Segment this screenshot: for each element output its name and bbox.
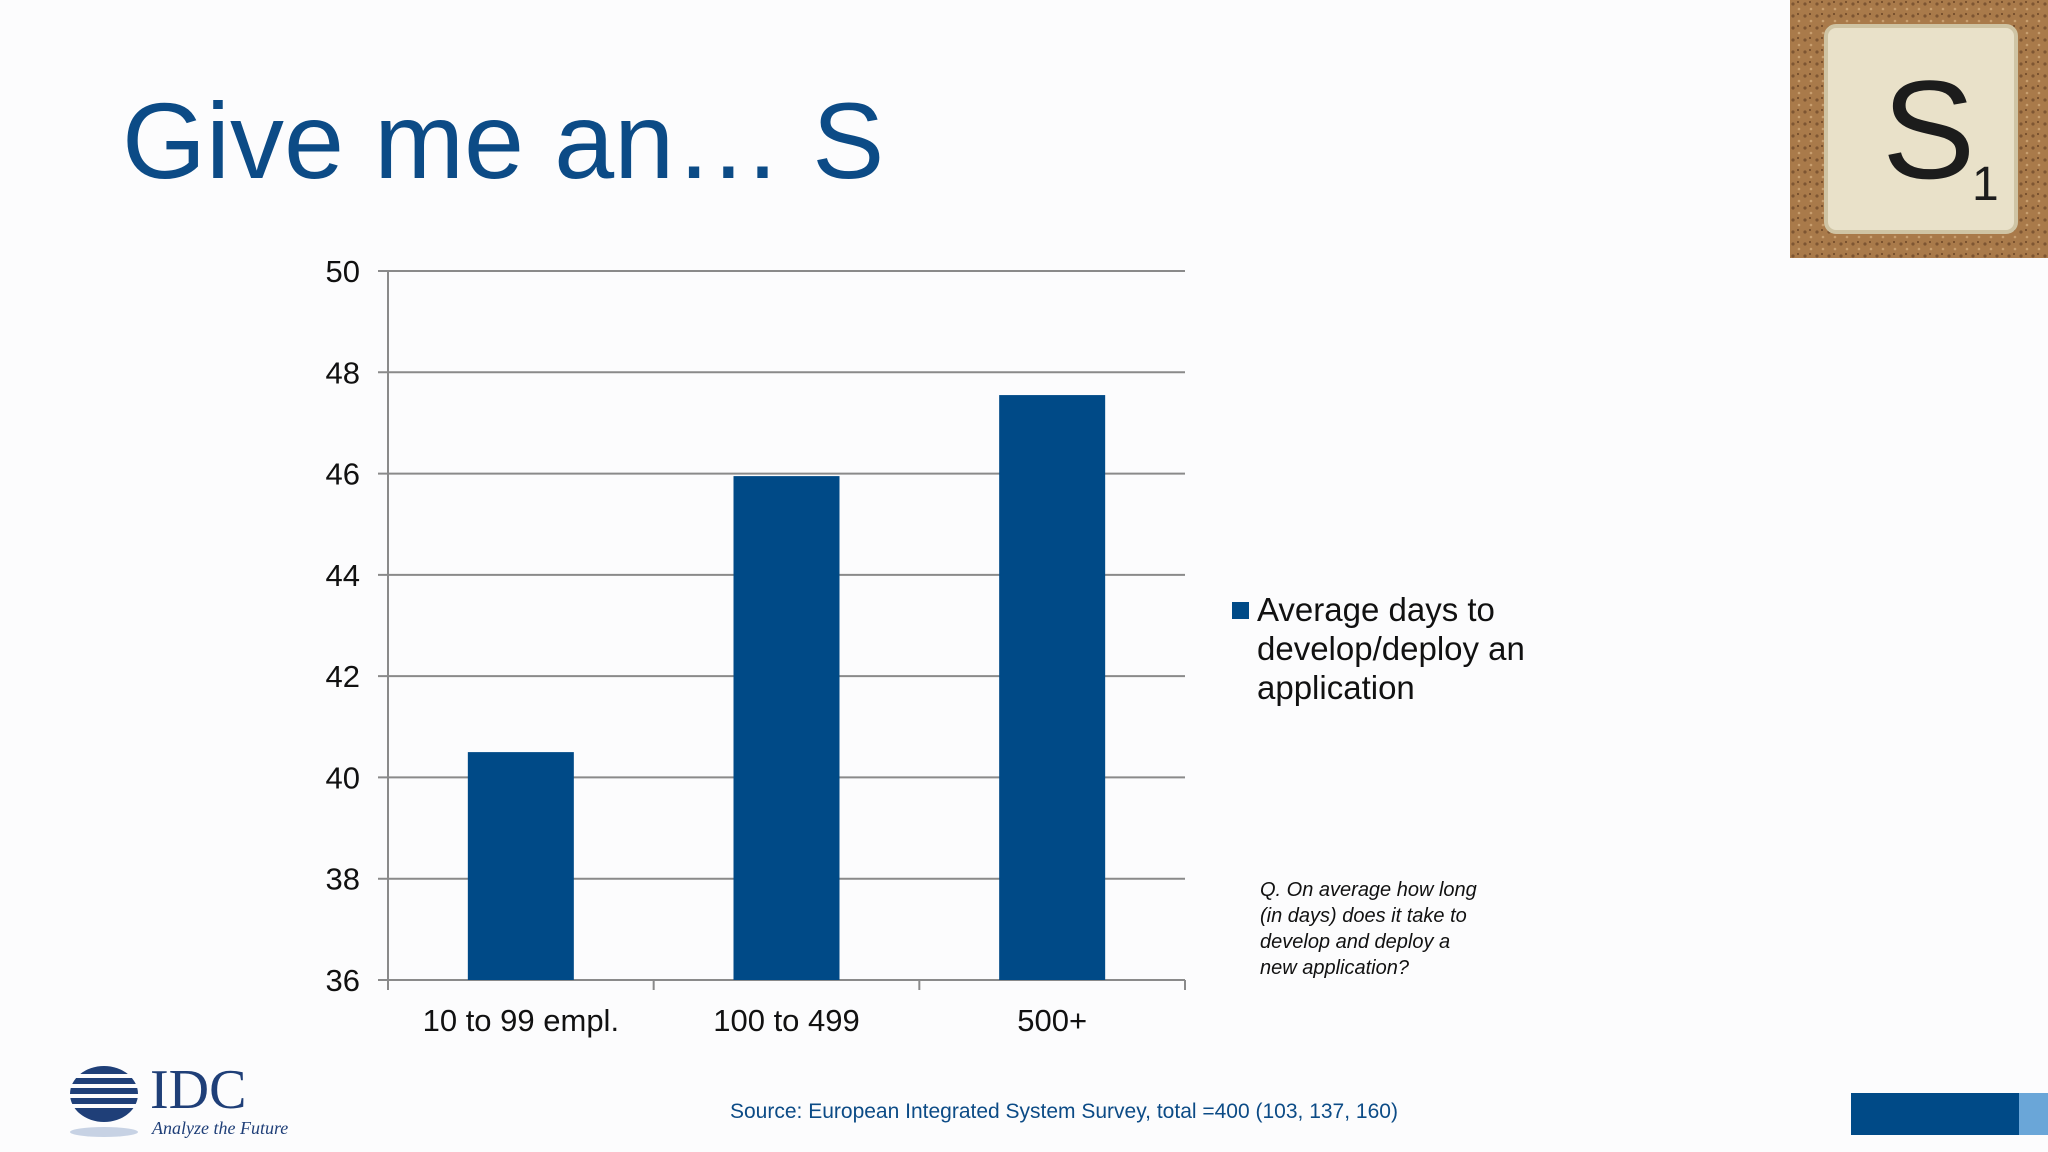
corner-accent-bar-light <box>2019 1093 2048 1135</box>
y-tick-label: 42 <box>326 659 360 694</box>
logo-wordmark: IDC <box>150 1060 246 1121</box>
y-tick-label: 36 <box>326 963 360 998</box>
y-tick-label: 40 <box>326 760 360 795</box>
bar <box>467 752 574 980</box>
legend-swatch <box>1232 602 1249 619</box>
survey-question: Q. On average how long (in days) does it… <box>1260 879 1477 979</box>
logo-tagline: Analyze the Future <box>151 1118 288 1138</box>
y-tick-label: 44 <box>326 558 360 593</box>
scrabble-tile-photo: S 1 <box>1790 0 2048 258</box>
corner-accent-bar <box>1851 1093 2019 1135</box>
y-tick-label: 50 <box>326 254 360 289</box>
source-note: Source: European Integrated System Surve… <box>730 1100 1398 1123</box>
legend-label: Average days to develop/deploy an applic… <box>1257 591 1525 706</box>
bar <box>733 476 840 980</box>
y-tick-label: 38 <box>326 862 360 897</box>
tile-letter: S <box>1882 51 1975 208</box>
x-category-label: 10 to 99 empl. <box>423 1003 619 1038</box>
y-tick-label: 46 <box>326 457 360 492</box>
globe-icon <box>64 1066 144 1137</box>
x-category-label: 100 to 499 <box>713 1003 860 1038</box>
bar <box>999 395 1106 980</box>
chart-legend: Average days to develop/deploy an applic… <box>1232 590 1597 707</box>
idc-logo: IDC Analyze the Future <box>64 1060 288 1138</box>
slide-title: Give me an… S <box>122 80 885 201</box>
y-tick-label: 48 <box>326 355 360 390</box>
tile-subscript: 1 <box>1972 158 1999 211</box>
x-category-label: 500+ <box>1017 1003 1087 1038</box>
